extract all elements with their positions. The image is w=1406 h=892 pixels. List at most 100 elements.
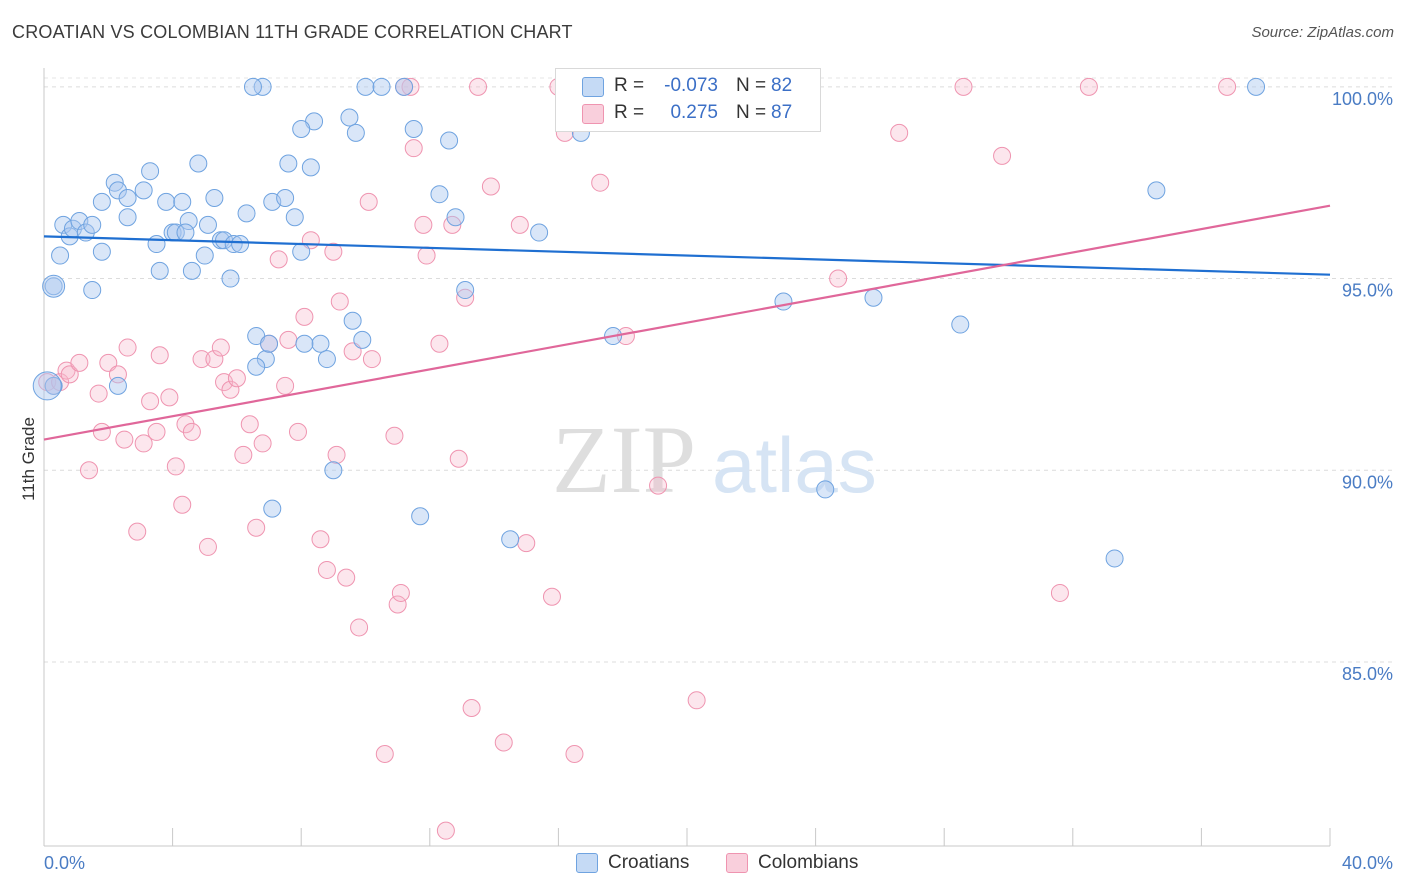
croatian-point	[372, 77, 391, 96]
colombian-point	[993, 146, 1012, 165]
colombian-point	[469, 77, 488, 96]
colombian-point	[1079, 77, 1098, 96]
colombian-point	[288, 422, 307, 441]
colombian-point	[359, 192, 378, 211]
colombians-trend-line	[43, 204, 1331, 441]
croatian-point	[311, 334, 330, 353]
croatian-point	[279, 154, 298, 173]
croatian-point	[816, 480, 835, 499]
croatian-point	[32, 371, 62, 401]
colombian-point	[449, 449, 468, 468]
croatian-point	[263, 499, 282, 518]
croatians-legend-label: Croatians	[608, 852, 690, 873]
croatian-point	[44, 376, 63, 395]
colombian-point	[118, 338, 137, 357]
colombian-point	[141, 392, 160, 411]
croatian-point	[173, 192, 192, 211]
colombians-legend-label: Colombians	[758, 852, 859, 873]
croatian-point	[1247, 77, 1266, 96]
croatian-point	[864, 288, 883, 307]
watermark-zip: ZIP	[552, 406, 696, 513]
colombian-point	[462, 698, 481, 717]
croatian-point	[317, 350, 336, 369]
colombian-point	[1050, 583, 1069, 602]
colombian-point	[115, 430, 134, 449]
croatian-point	[951, 315, 970, 334]
colombian-point	[343, 342, 362, 361]
colombian-point	[240, 415, 259, 434]
colombian-point	[234, 445, 253, 464]
croatians-points	[32, 77, 1266, 568]
croatian-point	[247, 357, 266, 376]
croatian-point	[243, 77, 262, 96]
croatian-point	[182, 261, 201, 280]
croatian-point	[292, 120, 311, 139]
croatian-point	[134, 181, 153, 200]
colombian-point	[414, 215, 433, 234]
croatian-point	[295, 334, 314, 353]
croatian-point	[237, 204, 256, 223]
croatian-point	[44, 277, 63, 296]
croatian-point	[340, 108, 359, 127]
colombian-point	[317, 560, 336, 579]
legend-r-label: R =	[614, 75, 645, 96]
croatian-point	[92, 242, 111, 261]
colombian-point	[60, 365, 79, 384]
colombian-point	[829, 269, 848, 288]
croatian-point	[92, 192, 111, 211]
colombian-point	[456, 288, 475, 307]
legend-n-label: N =	[736, 75, 767, 96]
croatian-point	[260, 334, 279, 353]
croatian-point	[195, 246, 214, 265]
croatians-legend-swatch	[576, 853, 598, 873]
x-tick-label: 40.0%	[1342, 853, 1393, 873]
colombian-point	[166, 457, 185, 476]
croatian-point	[224, 235, 243, 254]
x-tick-label: 0.0%	[44, 853, 85, 873]
colombian-point	[176, 415, 195, 434]
croatian-point	[256, 350, 275, 369]
croatian-point	[456, 281, 475, 300]
colombian-point	[337, 568, 356, 587]
colombian-point	[591, 173, 610, 192]
croatian-point	[198, 215, 217, 234]
croatian-point	[147, 235, 166, 254]
croatian-point	[774, 292, 793, 311]
colombian-point	[417, 246, 436, 265]
colombian-point	[99, 353, 118, 372]
colombian-point	[182, 422, 201, 441]
y-axis-label: 11th Grade	[19, 417, 38, 501]
colombian-point	[436, 821, 455, 840]
croatian-point	[276, 189, 295, 208]
colombian-point	[481, 177, 500, 196]
colombian-point	[211, 338, 230, 357]
colombian-point	[350, 618, 369, 637]
watermark: ZIP atlas	[552, 406, 877, 513]
croatian-point	[157, 192, 176, 211]
legend-r-label: R =	[614, 102, 645, 123]
croatians-trend-line	[43, 235, 1331, 276]
croatian-point	[150, 261, 169, 280]
colombians-swatch	[582, 104, 604, 124]
croatian-point	[501, 530, 520, 549]
croatian-point	[1105, 549, 1124, 568]
croatian-point	[231, 235, 250, 254]
croatian-point	[51, 246, 70, 265]
croatian-point	[205, 189, 224, 208]
colombian-point	[173, 495, 192, 514]
croatian-point	[108, 376, 127, 395]
colombian-point	[375, 744, 394, 763]
tick-labels: 85.0% 90.0% 95.0% 100.0% 0.0% 40.0%	[44, 89, 1393, 873]
colombian-point	[227, 369, 246, 388]
colombian-point	[269, 250, 288, 269]
croatian-point	[141, 162, 160, 181]
croatian-point	[83, 281, 102, 300]
colombian-point	[70, 353, 89, 372]
croatian-point	[356, 77, 375, 96]
croatian-point	[404, 120, 423, 139]
legend-row-croatians: R = -0.073 N = 82	[556, 74, 820, 100]
colombian-point	[565, 744, 584, 763]
croatian-point	[411, 507, 430, 526]
colombian-point	[954, 77, 973, 96]
